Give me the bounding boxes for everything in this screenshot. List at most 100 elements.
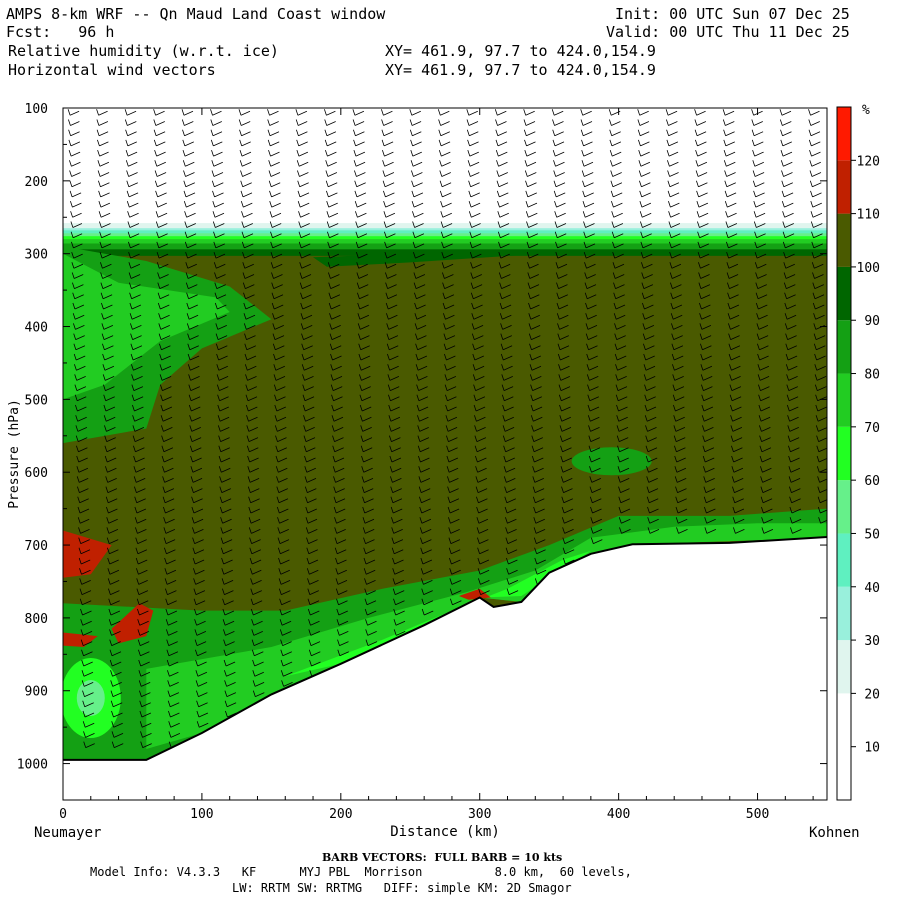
wind-barb — [389, 466, 402, 473]
wind-barb — [267, 109, 279, 116]
wind-barb — [810, 200, 822, 208]
wind-barb — [533, 527, 546, 534]
wind-barb — [190, 455, 202, 463]
wind-barb — [324, 119, 336, 126]
wind-barb — [580, 119, 593, 126]
wind-barb — [361, 486, 374, 493]
wind-barb — [73, 333, 85, 340]
wind-barb — [589, 466, 601, 473]
wind-barb — [561, 496, 573, 504]
wind-barb — [781, 190, 794, 198]
wind-barb — [783, 282, 796, 289]
wind-barb — [74, 384, 87, 391]
wind-barb — [446, 435, 458, 442]
wind-barb — [700, 343, 712, 351]
wind-barb — [497, 211, 509, 218]
wind-barb — [272, 323, 284, 330]
wind-barb — [639, 190, 651, 198]
wind-barb — [723, 160, 736, 167]
wind-barb — [239, 129, 251, 137]
wind-barb — [81, 670, 94, 677]
wind-barb — [673, 435, 686, 442]
wind-barb — [245, 404, 258, 412]
wind-barb — [497, 200, 509, 208]
wind-barb — [447, 486, 459, 493]
wind-barb — [324, 109, 336, 116]
wind-barb — [305, 506, 317, 514]
wind-barb — [126, 180, 138, 188]
wind-barb — [96, 109, 108, 116]
wind-barb — [440, 221, 453, 228]
wind-barb — [723, 129, 735, 137]
wind-barb — [641, 262, 653, 269]
wind-barb — [158, 313, 170, 320]
wind-barb — [68, 149, 81, 157]
wind-barb — [250, 598, 263, 606]
wind-barb — [615, 384, 628, 391]
wind-barb — [810, 221, 823, 228]
wind-barb — [617, 445, 629, 453]
wind-barb — [612, 272, 625, 279]
wind-barb — [616, 435, 629, 442]
wind-barb — [528, 333, 541, 340]
wind-barb — [130, 333, 142, 340]
wind-barb — [159, 343, 171, 351]
wind-barb — [329, 343, 342, 351]
wind-barb — [156, 231, 168, 239]
wind-barb — [413, 262, 425, 269]
wind-barb — [328, 292, 341, 300]
wind-barb — [753, 190, 765, 198]
x-tick-label: 200 — [329, 807, 352, 822]
wind-barb — [439, 180, 452, 188]
wind-barb — [758, 404, 771, 412]
wind-barb — [220, 527, 232, 534]
wind-barb — [130, 323, 142, 330]
wind-barb — [725, 211, 737, 218]
wind-barb — [270, 251, 283, 259]
wind-barb — [297, 170, 309, 177]
y-tick-label: 500 — [25, 393, 48, 408]
wind-barb — [159, 353, 171, 361]
wind-barb — [192, 537, 204, 544]
wind-barb — [279, 608, 291, 616]
wind-barb — [101, 302, 113, 310]
wind-barb — [756, 333, 769, 340]
wind-barb — [187, 333, 199, 340]
wind-barb — [812, 282, 824, 289]
wind-barb — [696, 200, 709, 208]
wind-barb — [411, 190, 424, 198]
wind-barb — [506, 557, 518, 565]
colorbar-label: 10 — [864, 741, 880, 756]
wind-barb — [99, 251, 112, 259]
wind-barb — [331, 415, 344, 422]
wind-barb — [723, 139, 735, 147]
wind-barb — [612, 251, 624, 259]
wind-barb — [531, 445, 544, 453]
wind-barb — [389, 435, 401, 442]
wind-barb — [727, 282, 739, 289]
wind-barb — [181, 109, 194, 116]
wind-barb — [73, 353, 86, 361]
wind-barb — [182, 149, 195, 157]
wind-barb — [215, 343, 228, 351]
wind-barb — [390, 486, 402, 493]
wind-barb — [277, 537, 290, 544]
wind-barb — [784, 323, 797, 330]
wind-barb — [783, 272, 796, 279]
wind-barb — [590, 506, 602, 514]
wind-barb — [751, 119, 763, 126]
wind-barb — [811, 251, 824, 259]
wind-barb — [784, 302, 796, 310]
wind-barb — [76, 466, 89, 473]
wind-barb — [81, 649, 93, 657]
wind-barb — [472, 343, 484, 351]
wind-barb — [446, 466, 459, 473]
wind-barb — [441, 241, 453, 249]
wind-barb — [552, 119, 564, 126]
wind-barb — [328, 272, 340, 279]
wind-barb — [499, 313, 512, 320]
wind-barb — [102, 364, 115, 371]
wind-barb — [213, 231, 225, 239]
wind-barb — [584, 262, 596, 269]
wind-barb — [751, 109, 763, 116]
